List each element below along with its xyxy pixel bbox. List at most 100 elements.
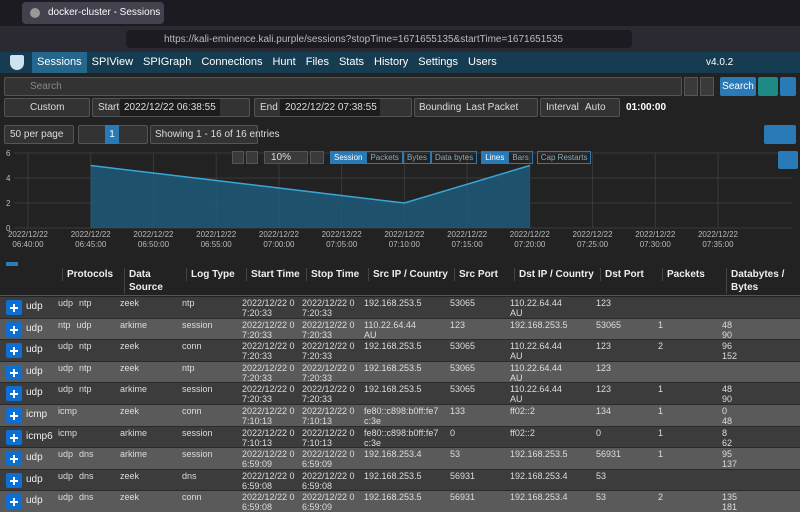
plus-v (13, 368, 15, 377)
map-button[interactable] (778, 151, 798, 169)
column-header[interactable]: Stop Time (306, 268, 362, 281)
cell: arkime (120, 449, 148, 460)
graph-button[interactable]: Bytes (402, 151, 431, 164)
nav-item[interactable]: Hunt (272, 56, 296, 68)
cell: 192.168.253.5 (364, 341, 422, 352)
graph-button[interactable]: Cap Restarts (536, 151, 592, 164)
table-row[interactable] (0, 448, 800, 470)
per-page-select[interactable] (4, 125, 74, 144)
zoom-select[interactable]: 10% (264, 151, 308, 164)
nav-item[interactable]: Users (468, 56, 497, 68)
area (90, 165, 530, 228)
search-box[interactable] (4, 77, 682, 96)
stop-label: End (260, 102, 278, 113)
plus-v (13, 412, 15, 420)
column-header[interactable]: Dst IP / Country (514, 268, 594, 281)
start-label: Start (98, 102, 120, 113)
nav-item[interactable]: Stats (338, 56, 365, 68)
stop-input[interactable] (280, 99, 380, 116)
cell: 2022/12/22 07:20:33 (302, 384, 355, 405)
bounding-select[interactable] (414, 98, 538, 117)
start-input[interactable] (120, 99, 220, 116)
cell: session (182, 449, 213, 460)
cell: AU (510, 394, 523, 405)
nav-item[interactable]: SPIView (91, 56, 134, 68)
cell: 2022/12/22 06:59:09 (302, 449, 355, 470)
column-header[interactable]: Packets (662, 268, 718, 281)
interval-select[interactable] (540, 98, 620, 117)
plus-v (13, 498, 15, 507)
settings-button[interactable] (764, 125, 796, 144)
save-button[interactable] (684, 77, 698, 96)
clear-button[interactable] (700, 77, 714, 96)
table-row[interactable] (0, 318, 800, 341)
range-select[interactable] (4, 98, 90, 117)
column-header[interactable]: Src Port (454, 268, 510, 281)
cell: 1 (658, 319, 664, 330)
column-header[interactable]: Src IP / Country (368, 268, 448, 281)
table-row[interactable] (0, 361, 800, 384)
cell: conn (182, 406, 202, 416)
nav-item[interactable]: Settings (418, 56, 459, 68)
graph-button[interactable]: Session (330, 151, 367, 164)
cell: 2022/12/22 07:20:33 (242, 362, 295, 383)
column-header[interactable]: Data Source (124, 268, 174, 294)
cell: arkime (120, 427, 148, 438)
zoom-in[interactable] (232, 151, 244, 164)
column-header[interactable]: Log Type (186, 268, 242, 281)
x-tick-time: 07:35:00 (702, 240, 734, 249)
table-row[interactable] (0, 297, 800, 319)
page-button[interactable]: 1 (105, 125, 119, 144)
nav-item[interactable]: Connections (201, 56, 263, 68)
column-header[interactable]: Dst Port (600, 268, 656, 281)
url-bar[interactable] (126, 30, 632, 48)
nav-item[interactable]: SPIGraph (143, 56, 192, 68)
search-input[interactable]: Search (30, 81, 62, 92)
table-row[interactable] (0, 469, 800, 492)
cell: 1 (658, 427, 664, 438)
cell: 123 (596, 298, 612, 308)
cell: 48 (722, 319, 733, 330)
cell: 1 (658, 384, 664, 395)
cell: 0 (596, 427, 602, 438)
cell: 2 (658, 492, 664, 503)
cell: 123 (450, 319, 466, 330)
sessions-graph: 02462022/12/2206:40:002022/12/2206:45:00… (6, 149, 792, 249)
table-row[interactable] (0, 383, 800, 405)
nav-item[interactable]: Sessions (32, 52, 87, 73)
graph-button[interactable]: Data bytes (430, 151, 478, 164)
cell-protocol: ntp (79, 384, 92, 395)
cell: 192.168.253.5 (364, 384, 422, 395)
actions-button[interactable] (780, 77, 796, 96)
zoom-out[interactable] (246, 151, 258, 164)
plus-v (13, 455, 15, 464)
table-row[interactable] (0, 340, 800, 362)
url: https://kali-eminence.kali.purple/sessio… (164, 34, 563, 45)
logo[interactable] (10, 55, 24, 70)
graph-button[interactable]: Lines (481, 151, 509, 164)
y-tick-label: 4 (6, 174, 11, 183)
cell: 2022/12/22 07:20:33 (302, 341, 355, 362)
nav-item[interactable]: History (374, 56, 409, 68)
search-button[interactable]: Search (720, 77, 756, 96)
pan-button[interactable] (310, 151, 324, 164)
cell: 48 (722, 416, 733, 426)
graph-button[interactable]: Packets (366, 151, 403, 164)
cell: 0 (722, 406, 728, 416)
cell: zeek (120, 406, 140, 416)
table-row[interactable] (0, 405, 800, 427)
cell: AU (510, 308, 523, 318)
tab[interactable] (22, 2, 164, 24)
x-tick-time: 07:10:00 (389, 240, 421, 249)
nav-item[interactable]: Files (305, 56, 329, 68)
column-header[interactable]: Protocols (62, 268, 118, 281)
views-button[interactable] (758, 77, 778, 96)
graph-button[interactable]: Bars (508, 151, 533, 164)
column-header[interactable]: Databytes / Bytes (726, 268, 790, 294)
table-row[interactable] (0, 491, 800, 512)
column-header[interactable]: Start Time (246, 268, 302, 281)
table-row[interactable] (0, 426, 800, 449)
cell: 53 (596, 470, 607, 481)
x-tick-time: 07:20:00 (514, 240, 546, 249)
cell: 134 (596, 406, 612, 416)
